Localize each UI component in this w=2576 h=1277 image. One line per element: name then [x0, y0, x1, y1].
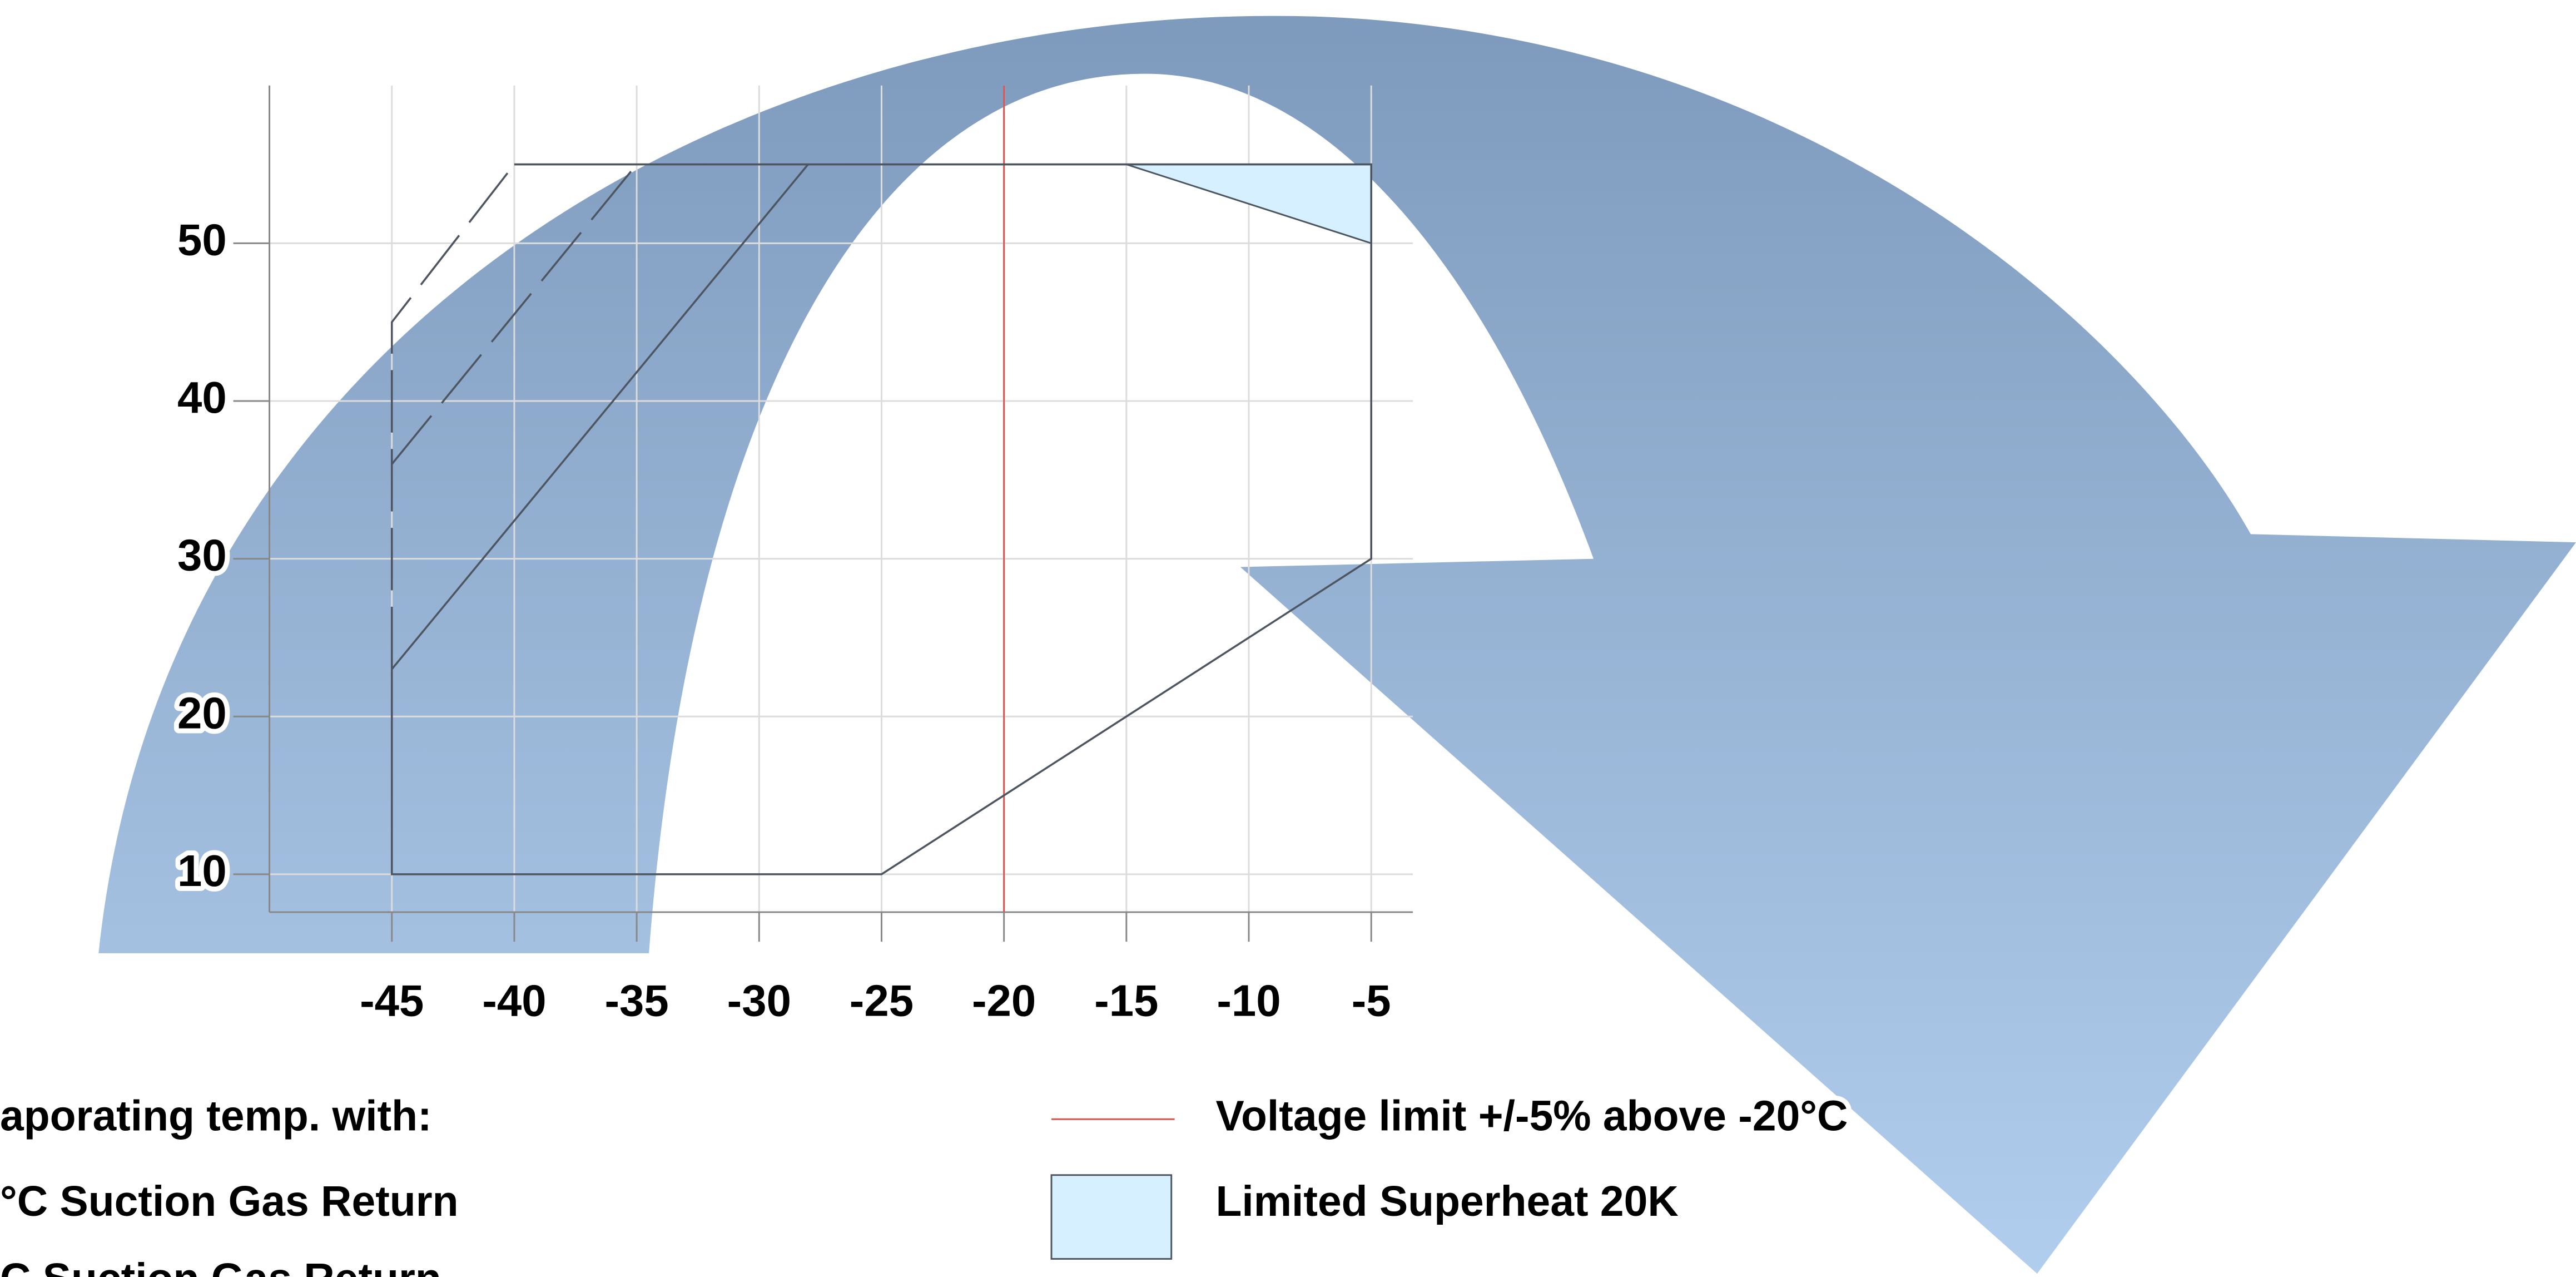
- legend-text: C Suction Gas Return: [0, 1255, 441, 1277]
- envelope-line: [390, 164, 515, 670]
- watermark-arrow: [98, 16, 2576, 1274]
- legend-text: °C Suction Gas Return: [0, 1177, 459, 1225]
- envelope-line: [391, 164, 809, 670]
- y-tick-label: 40: [177, 373, 227, 422]
- x-tick-label: -10: [1217, 976, 1280, 1026]
- plot: -45 -40 -35 -30 -25 -20 -15 -10 -5 10 20 30 40 50 apor…: [0, 85, 1853, 1277]
- x-tick-label: -20: [972, 976, 1036, 1026]
- x-tick-label: -5: [1352, 976, 1391, 1026]
- y-tick-label: 30: [177, 531, 227, 580]
- legend-swatch-superheat: [1050, 1174, 1173, 1260]
- x-tick-label: -30: [727, 976, 791, 1026]
- x-tick-label: -40: [482, 976, 546, 1026]
- x-tick-label: -15: [1094, 976, 1158, 1026]
- x-tick-label: -35: [604, 976, 668, 1026]
- envelope-line: [390, 163, 1372, 875]
- x-tick-label: -25: [850, 976, 914, 1026]
- y-tick-label: 50: [177, 215, 227, 264]
- y-tick-label: 20: [177, 688, 227, 738]
- legend-text: Limited Superheat 20K: [1215, 1177, 1678, 1225]
- envelope-line: [391, 164, 638, 465]
- x-tick-label: -45: [360, 976, 424, 1026]
- legend-text: Voltage limit +/-5% above -20°C: [1215, 1092, 1848, 1140]
- legend-text: aporating temp. with:: [0, 1092, 432, 1140]
- y-tick-label: 10: [177, 846, 227, 895]
